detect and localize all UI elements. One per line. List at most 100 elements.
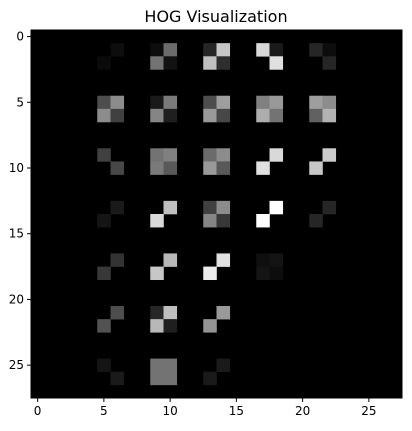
heatmap-cell: [203, 371, 217, 386]
heatmap-cell: [163, 148, 178, 162]
x-tick-label: 25: [361, 404, 376, 418]
heatmap-cell: [309, 95, 323, 110]
x-tick-label: 10: [162, 404, 177, 418]
heatmap-cell: [256, 43, 270, 57]
heatmap-cell: [110, 161, 125, 175]
heatmap-cell: [256, 214, 270, 228]
heatmap-cell: [150, 56, 164, 70]
heatmap-cell: [150, 43, 164, 57]
heatmap-cell: [269, 43, 284, 57]
heatmap-cell: [163, 95, 178, 110]
heatmap-cell: [150, 358, 164, 373]
heatmap-cell: [269, 56, 284, 70]
heatmap-cell: [256, 108, 270, 123]
heatmap-cell: [163, 56, 178, 70]
heatmap-cell: [163, 358, 178, 373]
heatmap-cell: [97, 56, 111, 70]
chart-title: HOG Visualization: [144, 7, 287, 26]
heatmap-cell: [216, 43, 231, 57]
heatmap-cell: [203, 148, 217, 162]
heatmap-cell: [269, 148, 284, 162]
heatmap-cell: [203, 56, 217, 70]
heatmap-cell: [163, 253, 178, 267]
heatmap-cell: [163, 161, 178, 175]
heatmap-cell: [322, 56, 337, 70]
heatmap-cell: [150, 319, 164, 333]
y-axis: 0 5 10 15 20 25: [9, 30, 31, 372]
heatmap-cell: [97, 266, 111, 281]
heatmap-cell: [216, 200, 231, 215]
heatmap-cell: [269, 95, 284, 110]
heatmap-cell: [150, 108, 164, 123]
heatmap-cell: [150, 148, 164, 162]
heatmap-cell: [97, 148, 111, 162]
x-tick-label: 0: [34, 404, 42, 418]
heatmap-cell: [203, 266, 217, 281]
y-tick-label: 15: [9, 227, 24, 241]
axes-frame: [30, 29, 403, 399]
x-tick-label: 20: [295, 404, 310, 418]
heatmap-cell: [203, 43, 217, 57]
heatmap-cell: [256, 95, 270, 110]
heatmap-cell: [110, 371, 125, 386]
heatmap-cell: [110, 306, 125, 320]
heatmap-cell: [150, 214, 164, 228]
heatmap-cell: [203, 161, 217, 175]
x-tick-label: 5: [100, 404, 108, 418]
heatmap-cell: [216, 56, 231, 70]
heatmap-cell: [309, 43, 323, 57]
heatmap-cell: [110, 95, 125, 110]
heatmap-cell: [216, 108, 231, 123]
y-tick-label: 0: [16, 30, 24, 44]
heatmap-cell: [216, 306, 231, 320]
heatmap-cell: [216, 95, 231, 110]
x-tick-label: 15: [229, 404, 244, 418]
heatmap-cell: [110, 253, 125, 267]
heatmap-cell: [269, 108, 284, 123]
heatmap-cell: [110, 200, 125, 215]
heatmap-cell: [110, 43, 125, 57]
heatmap-cell: [150, 266, 164, 281]
heatmap-cell: [163, 371, 178, 386]
heatmap-cell: [163, 306, 178, 320]
heatmap-cell: [309, 161, 323, 175]
heatmap-cell: [163, 108, 178, 123]
heatmap-cell: [163, 200, 178, 215]
heatmap-cell: [269, 266, 284, 281]
heatmap-cell: [203, 108, 217, 123]
heatmap-cell: [97, 108, 111, 123]
y-tick-label: 5: [16, 95, 24, 109]
heatmap-cell: [203, 214, 217, 228]
y-tick-label: 10: [9, 161, 24, 175]
plot-area: [30, 29, 403, 399]
x-axis: 0 5 10 15 20 25: [34, 398, 377, 418]
heatmap-cell: [216, 253, 231, 267]
heatmap-cell: [203, 200, 217, 215]
heatmap-cell: [256, 161, 270, 175]
heatmap-cell: [97, 214, 111, 228]
heatmap-cell: [216, 148, 231, 162]
y-tick-label: 25: [9, 358, 24, 372]
heatmap-cell: [322, 43, 337, 57]
heatmap-cell: [322, 108, 337, 123]
heatmap-cell: [322, 200, 337, 215]
heatmap-cell: [256, 253, 270, 267]
heatmap-cell: [256, 266, 270, 281]
heatmap-cell: [150, 161, 164, 175]
heatmap-cell: [309, 108, 323, 123]
heatmap-cell: [97, 358, 111, 373]
y-tick-label: 20: [9, 292, 24, 306]
heatmap-cell: [322, 95, 337, 110]
heatmap-cell: [269, 253, 284, 267]
heatmap-cell: [163, 319, 178, 333]
heatmap-cell: [216, 358, 231, 373]
heatmap-cell: [150, 95, 164, 110]
heatmap-cell: [97, 95, 111, 110]
heatmap-cell: [203, 319, 217, 333]
heatmap-cell: [97, 319, 111, 333]
heatmap-cell: [163, 43, 178, 57]
heatmap-cell: [150, 306, 164, 320]
heatmap-cell: [322, 148, 337, 162]
heatmap-cell: [150, 371, 164, 386]
